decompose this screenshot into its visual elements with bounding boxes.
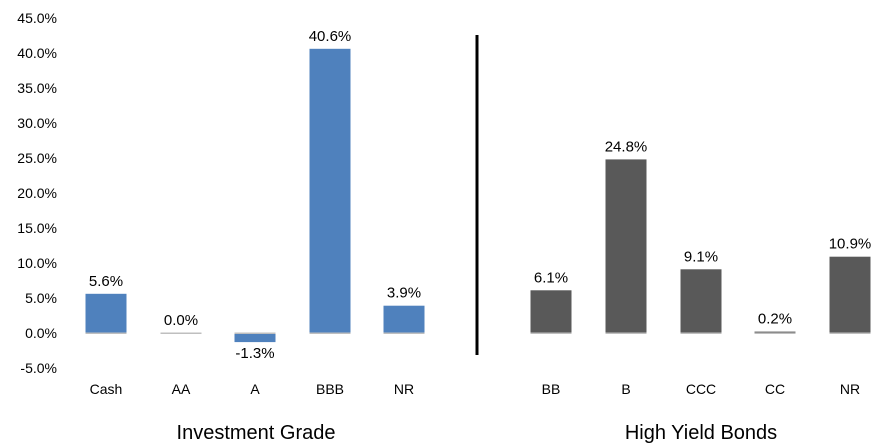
y-tick-label: 45.0%: [17, 10, 57, 26]
category-label: NR: [840, 381, 860, 397]
bar-baseline: [160, 332, 202, 334]
bar: [829, 256, 871, 333]
category-label: B: [621, 381, 630, 397]
group-label-high-yield-bonds: High Yield Bonds: [625, 422, 777, 443]
category-label: CCC: [686, 381, 716, 397]
bar-baseline: [309, 332, 351, 334]
category-label: AA: [172, 381, 191, 397]
bar: [234, 333, 276, 343]
bar: [530, 290, 572, 333]
category-labels: Cash AA A BBB NR BB B CCC CC NR: [90, 381, 860, 397]
bar-baseline: [605, 332, 647, 334]
category-label: CC: [765, 381, 785, 397]
bar-baseline: [829, 332, 871, 334]
y-tick-label: -5.0%: [20, 360, 57, 376]
bar: [85, 293, 127, 333]
data-label: 0.2%: [758, 311, 792, 328]
bar: [754, 331, 796, 333]
y-tick-label: 40.0%: [17, 45, 57, 61]
data-label: 0.0%: [164, 312, 198, 329]
data-label: 6.1%: [534, 269, 568, 286]
bar-baseline: [234, 332, 276, 334]
data-label: 9.1%: [684, 248, 718, 265]
bar: [309, 48, 351, 334]
data-labels: 5.6% 0.0% -1.3% 40.6% 3.9% 6.1% 24.8% 9.1% 0.2% 1…: [89, 28, 871, 362]
data-label: 3.9%: [387, 285, 421, 302]
y-tick-label: 20.0%: [17, 185, 57, 201]
category-label: Cash: [90, 381, 123, 397]
bar-baseline: [680, 332, 722, 334]
y-tick-label: 30.0%: [17, 115, 57, 131]
data-label: 24.8%: [605, 138, 648, 155]
bar: [383, 305, 425, 333]
category-label: BB: [542, 381, 561, 397]
y-axis: -5.0% 0.0% 5.0% 10.0% 15.0% 20.0% 25.0% 30.0% 35…: [17, 10, 57, 376]
bar-baseline: [85, 332, 127, 334]
category-label: A: [250, 381, 260, 397]
bar: [680, 269, 722, 333]
bars: [85, 48, 871, 343]
bar: [605, 159, 647, 333]
y-tick-label: 5.0%: [25, 290, 57, 306]
y-tick-label: 15.0%: [17, 220, 57, 236]
bar-baseline: [530, 332, 572, 334]
bar-baseline: [383, 332, 425, 334]
group-label-investment-grade: Investment Grade: [177, 422, 336, 443]
data-label: -1.3%: [235, 345, 274, 362]
bar-baseline: [754, 332, 796, 334]
category-label: BBB: [316, 381, 344, 397]
y-tick-label: 10.0%: [17, 255, 57, 271]
y-tick-label: 25.0%: [17, 150, 57, 166]
y-tick-label: 35.0%: [17, 80, 57, 96]
category-label: NR: [394, 381, 414, 397]
data-label: 5.6%: [89, 273, 123, 290]
data-label: 40.6%: [309, 28, 352, 45]
data-label: 10.9%: [829, 236, 872, 253]
y-tick-label: 0.0%: [25, 325, 57, 341]
